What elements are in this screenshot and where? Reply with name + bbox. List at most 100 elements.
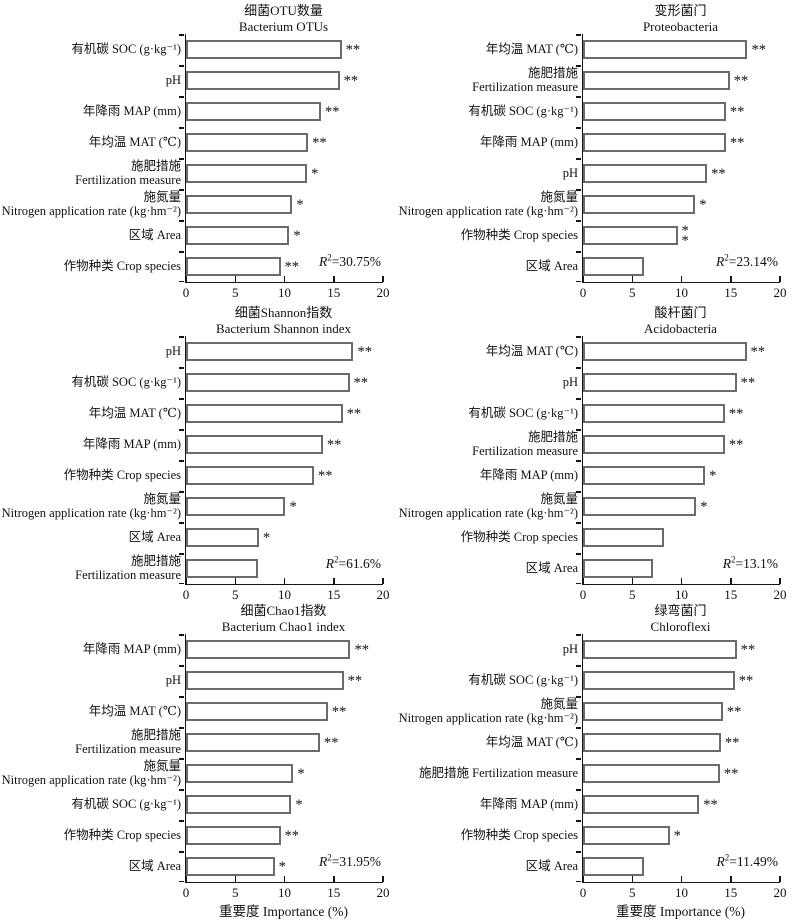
y-axis-tick (179, 634, 185, 636)
x-axis-tick (234, 876, 236, 882)
y-axis-label-line: 作物种类 Crop species (460, 827, 578, 842)
significance-line: ** (354, 641, 369, 658)
y-axis-tick (576, 367, 582, 369)
y-axis-label-area: 区域 Area (397, 553, 578, 584)
y-axis-label-mat: 年均温 MAT (℃) (0, 398, 181, 429)
y-axis-label-crop-species: 作物种类 Crop species (0, 251, 181, 282)
x-axis-tick (234, 276, 236, 282)
significance-line: * (297, 765, 305, 782)
r-squared-annotation: R2=61.6% (325, 554, 381, 571)
x-axis-tick-label: 10 (675, 285, 688, 300)
bar-soc-g-kg (186, 40, 342, 59)
panel-title: 细菌OTU数量 Bacterium OTUs (185, 3, 382, 35)
significance-line: ** (324, 103, 340, 120)
y-axis-tick (179, 65, 185, 67)
bar-crop-species (186, 466, 315, 485)
y-axis-tick (576, 65, 582, 67)
y-axis-label-ph: pH (0, 665, 181, 696)
y-axis-label-ph: pH (397, 158, 578, 189)
y-axis-label-line: 年降雨 MAP (mm) (479, 467, 578, 482)
y-axis-label-line: Nitrogen application rate (kg·hm⁻²) (1, 505, 181, 520)
y-axis-label-soc-g-kg: 有机碳 SOC (g·kg⁻¹) (0, 34, 181, 65)
bar-mat (186, 702, 328, 721)
bar-soc-g-kg (186, 795, 292, 814)
bar-map-mm (583, 133, 726, 152)
bar-crop-species (583, 826, 670, 845)
y-axis-label-line: pH (562, 641, 578, 656)
y-axis-label-mat: 年均温 MAT (℃) (397, 34, 578, 65)
y-axis-tick (179, 460, 185, 462)
y-axis-tick (576, 460, 582, 462)
x-axis-tick-label: 20 (773, 587, 787, 602)
r-squared-value: =31.95% (331, 854, 381, 869)
y-axis-label-mat: 年均温 MAT (℃) (397, 336, 578, 367)
x-axis-tick (283, 578, 286, 584)
y-axis-label-mat: 年均温 MAT (℃) (0, 127, 181, 158)
bar-nitrogen-application-rate-kg-hm (186, 764, 294, 783)
significance-line: ** (729, 134, 745, 151)
significance-marker: * (279, 851, 286, 882)
y-axis-label-fertilization-measure: 施肥措施 Fertilization measure (0, 727, 181, 758)
bar-fertilization-measure (583, 435, 725, 454)
y-axis-tick (576, 789, 582, 791)
bar-ph (583, 640, 737, 659)
y-axis-label-nitrogen-application-rate-kg-hm: 施氮量 Nitrogen application rate (kg·hm⁻²) (397, 696, 578, 727)
x-axis-tick (779, 276, 781, 282)
y-axis-tick (576, 665, 582, 667)
y-axis-label-line: pH (562, 374, 578, 389)
significance-line: * (289, 498, 297, 515)
y-axis-tick (179, 280, 185, 282)
significance-marker: ** (741, 634, 756, 665)
significance-line: ** (728, 405, 744, 422)
bar-ph (186, 342, 354, 361)
y-axis-label-line: Fertilization measure (75, 172, 181, 187)
significance-line: ** (723, 765, 739, 782)
y-axis-label-line: Nitrogen application rate (kg·hm⁻²) (398, 710, 578, 725)
significance-line: ** (703, 796, 718, 813)
y-axis-label-line: 年均温 MAT (℃) (88, 703, 181, 718)
significance-marker: * (709, 460, 716, 491)
y-axis-label-area: 区域 Area (397, 251, 578, 282)
y-axis-label-line: Nitrogen application rate (kg·hm⁻²) (1, 772, 181, 787)
significance-line: ** (738, 672, 754, 689)
y-axis-label-crop-species: 作物种类 Crop species (397, 522, 578, 553)
y-axis-label-line: 年均温 MAT (℃) (88, 405, 181, 420)
y-axis-label-map-mm: 年降雨 MAP (mm) (397, 127, 578, 158)
x-axis-tick-label: 20 (376, 885, 390, 900)
y-axis-tick (179, 851, 185, 853)
r-squared-annotation: R2=11.49% (716, 852, 778, 869)
y-axis-label-line: 施氮量 (540, 491, 578, 506)
y-axis-tick (576, 280, 582, 282)
bar-crop-species (186, 826, 281, 845)
y-axis-tick (179, 367, 185, 369)
significance-line: * (699, 196, 707, 213)
significance-marker: ** (324, 727, 339, 758)
y-axis-label-line: 区域 Area (128, 227, 181, 242)
bar-nitrogen-application-rate-kg-hm (583, 195, 696, 214)
y-axis-label-ph: pH (0, 336, 181, 367)
y-axis-label-line: Fertilization measure (472, 443, 578, 458)
y-axis-label-line: 年降雨 MAP (mm) (82, 103, 181, 118)
y-axis-label-line: 年均温 MAT (℃) (88, 134, 181, 149)
x-axis-tick-label: 5 (629, 885, 636, 900)
significance-marker: ** (327, 429, 342, 460)
panel-title: 变形菌门 Proteobacteria (582, 3, 779, 35)
y-axis-tick (179, 34, 185, 36)
x-axis-tick-label: 20 (376, 587, 390, 602)
x-axis-tick (234, 578, 236, 584)
bar-mat (583, 40, 748, 59)
y-axis-label-line: 作物种类 Crop species (63, 467, 181, 482)
y-axis-label-line: 作物种类 Crop species (460, 227, 578, 242)
y-axis-label-ph: pH (0, 65, 181, 96)
y-axis-tick (576, 127, 582, 129)
bar-fertilization-measure (583, 764, 720, 783)
bar-map-mm (186, 102, 321, 121)
y-axis-label-nitrogen-application-rate-kg-hm: 施氮量 Nitrogen application rate (kg·hm⁻²) (0, 758, 181, 789)
bar-area (186, 226, 290, 245)
significance-marker: ** (725, 727, 740, 758)
significance-marker: ** (734, 65, 749, 96)
x-axis-tick-label: 10 (278, 587, 291, 602)
panel-title-zh: 细菌OTU数量 (244, 3, 323, 18)
y-axis-tick (179, 491, 185, 493)
